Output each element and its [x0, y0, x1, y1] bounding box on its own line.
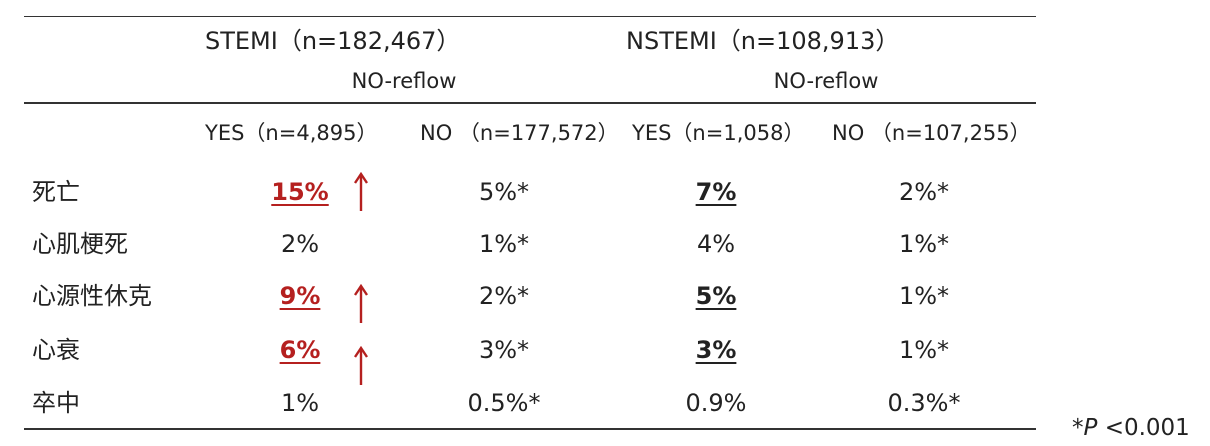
cell-mi-nstemi-no: 1%* — [898, 230, 950, 258]
cell-death-nstemi-yes: 7% — [695, 178, 737, 206]
row-label-cardiogenic-shock: 心源性休克 — [32, 282, 152, 310]
up-arrow-icon — [354, 172, 368, 211]
stemi-group-header: STEMI（n=182,467） — [205, 27, 461, 55]
table-bottom-rule — [24, 428, 1036, 430]
table-header-rule — [24, 102, 1036, 104]
cell-stroke-nstemi-yes: 0.9% — [685, 389, 747, 417]
footnote-star: * — [1072, 415, 1084, 441]
cell-shock-nstemi-no: 1%* — [898, 282, 950, 310]
column-header-nstemi-no: NO （n=107,255） — [832, 121, 1031, 145]
cell-stroke-stemi-yes: 1% — [280, 389, 320, 417]
table-top-rule — [24, 16, 1036, 17]
stemi-noreflow-subheader: NO-reflow — [351, 69, 457, 93]
cell-mi-nstemi-yes: 4% — [696, 230, 736, 258]
up-arrow-icon — [354, 284, 368, 323]
cell-shock-stemi-no: 2%* — [478, 282, 530, 310]
cell-shock-stemi-yes: 9% — [279, 282, 321, 310]
cell-mi-stemi-no: 1%* — [478, 230, 530, 258]
up-arrow-icon — [354, 346, 368, 385]
cell-hf-stemi-no: 3%* — [478, 336, 530, 364]
row-label-mi: 心肌梗死 — [32, 230, 128, 258]
footnote-value: <0.001 — [1104, 415, 1190, 441]
column-header-stemi-no: NO （n=177,572） — [420, 121, 619, 145]
cell-stroke-nstemi-no: 0.3%* — [887, 389, 961, 417]
cell-hf-nstemi-no: 1%* — [898, 336, 950, 364]
cell-mi-stemi-yes: 2% — [280, 230, 320, 258]
row-label-stroke: 卒中 — [32, 389, 80, 417]
significance-footnote: *P <0.001 — [1072, 414, 1190, 442]
nstemi-group-header: NSTEMI（n=108,913） — [626, 27, 900, 55]
cell-death-nstemi-no: 2%* — [898, 178, 950, 206]
cell-hf-nstemi-yes: 3% — [695, 336, 737, 364]
row-label-death: 死亡 — [32, 178, 80, 206]
cell-hf-stemi-yes: 6% — [279, 336, 321, 364]
row-label-heart-failure: 心衰 — [32, 336, 80, 364]
footnote-p: P — [1083, 415, 1098, 441]
column-header-stemi-yes: YES（n=4,895） — [205, 121, 378, 145]
cell-death-stemi-yes: 15% — [271, 178, 329, 206]
nstemi-noreflow-subheader: NO-reflow — [773, 69, 879, 93]
column-header-nstemi-yes: YES（n=1,058） — [632, 121, 805, 145]
cell-stroke-stemi-no: 0.5%* — [467, 389, 541, 417]
cell-death-stemi-no: 5%* — [478, 178, 530, 206]
cell-shock-nstemi-yes: 5% — [695, 282, 737, 310]
